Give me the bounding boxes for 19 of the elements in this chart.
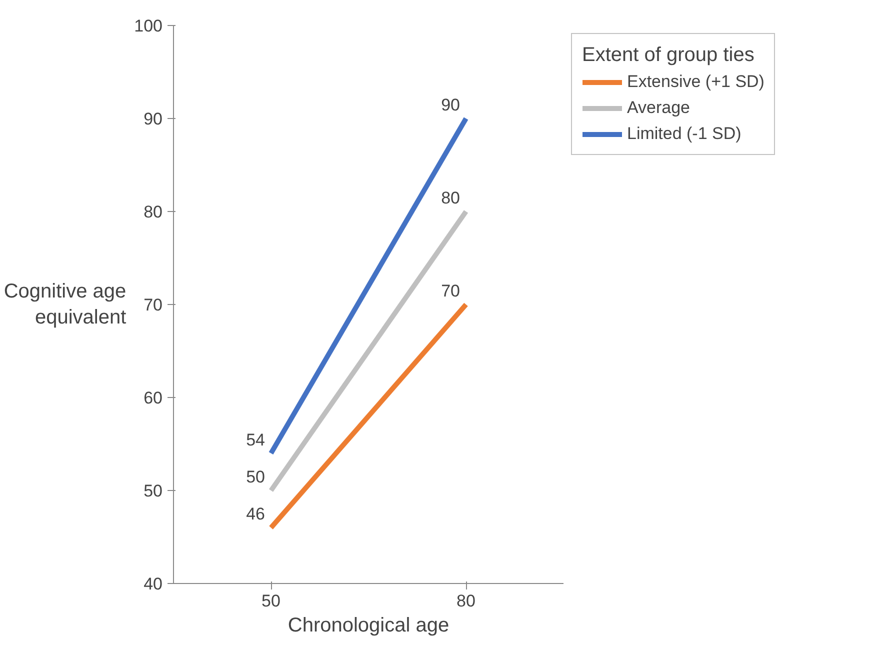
legend-label: Extensive (+1 SD) bbox=[627, 72, 764, 92]
data-label: 50 bbox=[246, 468, 266, 486]
data-label: 80 bbox=[441, 188, 460, 208]
y-axis-title: Cognitive age equivalent bbox=[4, 280, 127, 329]
y-tick-label: 80 bbox=[144, 202, 163, 222]
data-label: 54 bbox=[246, 430, 266, 450]
data-label: 70 bbox=[441, 282, 460, 300]
y-tick-label: 70 bbox=[144, 296, 163, 314]
y-tick-label: 60 bbox=[144, 388, 163, 408]
data-label: 46 bbox=[246, 504, 266, 524]
legend-label: Average bbox=[627, 98, 690, 118]
y-tick-label: 40 bbox=[144, 574, 163, 594]
legend-label: Limited (-1 SD) bbox=[627, 124, 742, 144]
y-tick-label: 50 bbox=[144, 482, 163, 500]
x-axis-title: Chronological age bbox=[288, 614, 450, 636]
data-label: 90 bbox=[441, 96, 460, 114]
y-tick-label: 90 bbox=[144, 110, 163, 128]
y-tick-label: 100 bbox=[134, 16, 163, 36]
legend-title: Extent of group ties bbox=[582, 44, 756, 67]
